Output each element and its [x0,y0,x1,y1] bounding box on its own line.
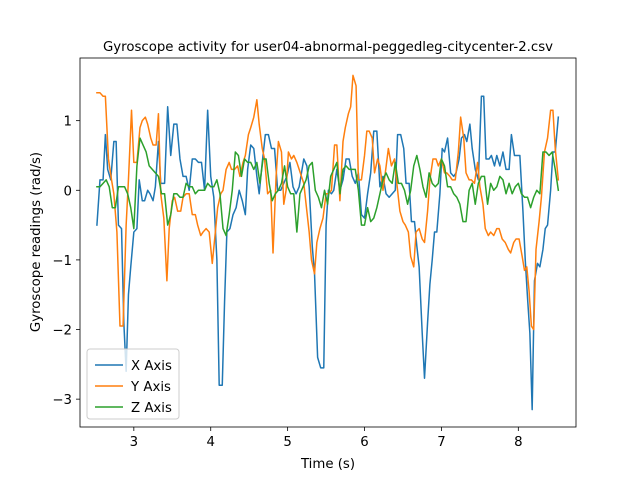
x-axis: 3 4 5 6 7 8 [130,427,523,450]
series-line-1 [96,95,560,411]
x-tick-label: 5 [283,435,291,450]
series-line-3 [96,137,560,237]
x-axis-label: Time (s) [300,457,355,472]
legend-label-2: Y Axis [130,380,171,395]
y-tick-label: −3 [52,393,72,408]
y-axis-label: Gyroscope readings (rad/s) [29,152,44,332]
legend-box [86,348,180,420]
series-layer [96,74,560,411]
x-tick-label: 8 [514,435,522,450]
y-tick-label: 1 [64,115,72,130]
legend: X Axis Y Axis Z Axis [86,348,180,420]
legend-label-1: X Axis [131,359,172,374]
legend-label-3: Z Axis [131,401,172,416]
y-axis: −3 −2 −1 0 1 [52,115,80,408]
plot-frame [79,57,577,428]
chart-title: Gyroscope activity for user04-abnormal-p… [103,40,553,55]
y-tick-label: 0 [64,184,72,199]
y-tick-label: −1 [52,254,72,269]
x-tick-label: 6 [360,435,368,450]
x-tick-label: 3 [130,435,138,450]
x-tick-label: 4 [206,435,214,450]
x-tick-label: 7 [437,435,445,450]
y-tick-label: −2 [52,324,72,339]
